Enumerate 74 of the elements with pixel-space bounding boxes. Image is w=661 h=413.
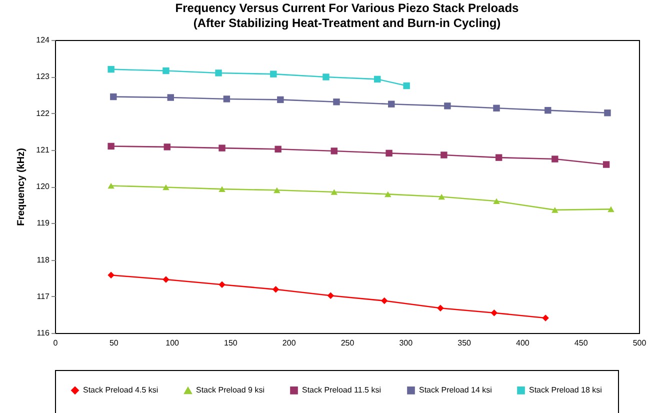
y-tick-label: 124 (36, 36, 50, 44)
y-axis-title: Frequency (kHz) (16, 148, 28, 226)
point (330, 148, 338, 154)
point (274, 187, 280, 194)
x-tick-label: 200 (282, 338, 296, 348)
x-tick-label: 300 (399, 338, 414, 348)
point (552, 207, 558, 213)
chart-subtitle: (After Stabilizing Heat-Treatment and Burn-in Cycling) (193, 16, 501, 30)
point (490, 310, 498, 316)
point (444, 102, 451, 110)
point (108, 142, 114, 150)
point (544, 106, 552, 114)
point (218, 281, 226, 288)
point (215, 70, 222, 76)
point (542, 314, 549, 322)
point (374, 76, 381, 83)
chart-title: Frequency Versus Current For Various Piezo Stack Preloads (175, 1, 520, 15)
x-tick-label: 50 (109, 338, 119, 348)
point (602, 161, 610, 168)
point (330, 189, 338, 195)
x-tick-label: 150 (224, 338, 238, 348)
point (218, 186, 226, 192)
y-tick-label: 123 (36, 72, 50, 82)
x-tick-label: 450 (574, 338, 588, 348)
point (552, 156, 558, 162)
point (495, 154, 502, 161)
legend-label: Stack Preload 18 ksi (529, 385, 602, 394)
y-tick-label: 116 (36, 328, 50, 338)
y-tick-label: 121 (36, 145, 50, 154)
point (438, 194, 445, 200)
y-tick-label: 117 (36, 292, 50, 301)
point (162, 184, 170, 190)
x-tick-label: 100 (166, 338, 180, 348)
legend-label: Stack Preload 14 ksi (419, 385, 492, 394)
point (381, 297, 388, 304)
point (386, 150, 392, 157)
legend-label: Stack Preload 9 ksi (196, 386, 265, 395)
point (440, 152, 448, 158)
x-tick-label: 500 (632, 338, 647, 348)
point (108, 182, 114, 189)
point (327, 292, 334, 299)
point (333, 98, 340, 106)
point (108, 66, 114, 73)
point (167, 94, 174, 101)
point (162, 276, 170, 283)
y-tick-label: 118 (36, 255, 50, 264)
point (493, 198, 500, 204)
point (108, 272, 114, 278)
point (388, 100, 395, 108)
point (274, 146, 282, 152)
x-tick-label: 0 (53, 338, 58, 348)
point (272, 286, 280, 293)
y-tick-label: 119 (36, 218, 50, 228)
legend-label: Stack Preload 4.5 ksi (83, 385, 158, 394)
point (277, 96, 284, 104)
point (437, 304, 444, 312)
point (218, 144, 226, 152)
point (384, 191, 392, 198)
point (493, 104, 500, 112)
point (403, 82, 410, 90)
point (162, 67, 170, 74)
point (223, 96, 230, 102)
x-tick-label: 400 (516, 338, 530, 348)
point (270, 70, 277, 78)
point (110, 93, 117, 100)
point (322, 74, 330, 80)
point (604, 110, 611, 116)
y-tick-label: 122 (36, 108, 50, 118)
point (608, 206, 614, 212)
x-tick-label: 250 (340, 338, 355, 348)
x-tick-label: 350 (458, 338, 472, 348)
legend-label: Stack Preload 11.5 ksi (302, 385, 382, 394)
point (164, 144, 170, 150)
y-tick-label: 120 (36, 182, 50, 191)
